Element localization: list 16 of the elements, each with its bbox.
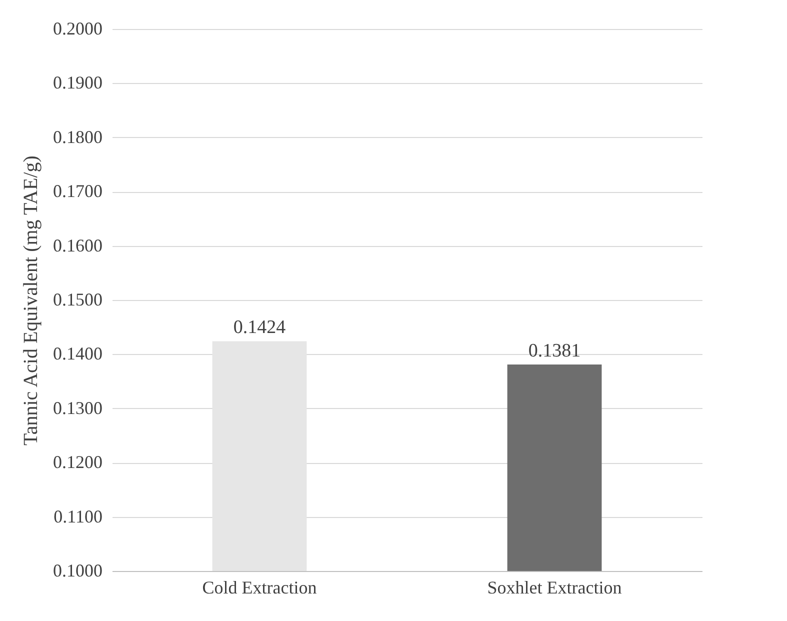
data-label: 0.1424 <box>233 317 286 338</box>
y-tick-label: 0.1800 <box>53 126 102 147</box>
y-tick-label: 0.1700 <box>53 181 102 202</box>
y-axis-title: Tannic Acid Equivalent (mg TAE/g) <box>20 156 42 446</box>
y-tick-label: 0.1000 <box>53 560 102 580</box>
y-tick-label: 0.1600 <box>53 235 102 256</box>
y-tick-label: 0.1900 <box>53 72 102 93</box>
y-tick-label: 0.2000 <box>53 18 102 38</box>
y-tick-label: 0.1200 <box>53 452 102 472</box>
y-tick-label: 0.1500 <box>53 290 102 310</box>
data-label: 0.1381 <box>528 340 581 362</box>
x-tick-label: Soxhlet Extraction <box>487 578 622 598</box>
y-tick-label: 0.1300 <box>53 398 102 418</box>
y-tick-label: 0.1400 <box>53 344 102 364</box>
y-tick-label: 0.1100 <box>54 506 102 526</box>
x-tick-label: Cold Extraction <box>202 578 317 598</box>
